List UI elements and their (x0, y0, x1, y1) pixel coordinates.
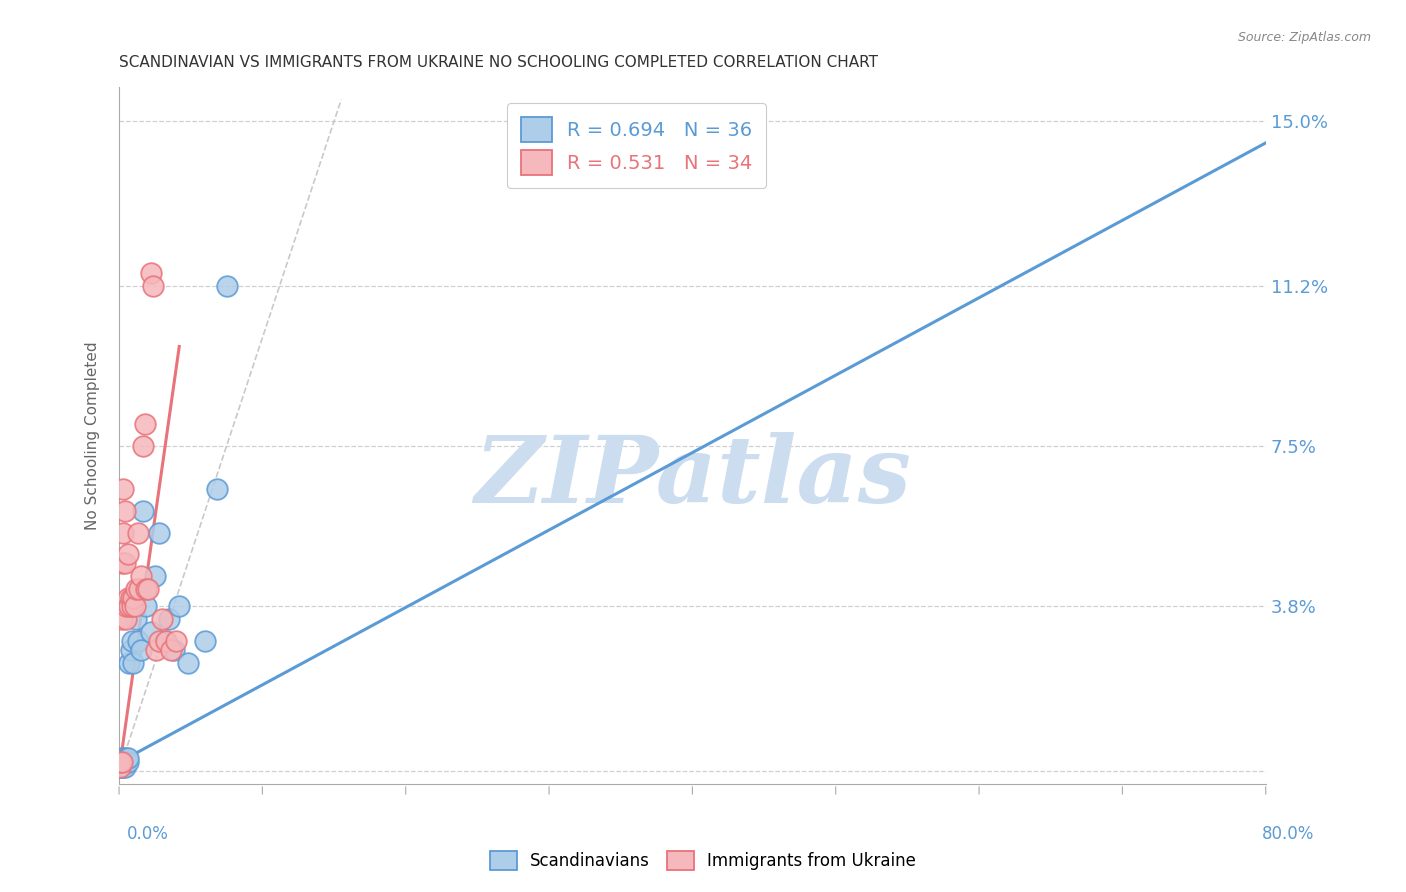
Point (139, 625, 162, 640)
Point (114, 504, 136, 518)
Y-axis label: No Schooling Completed: No Schooling Completed (86, 341, 100, 530)
Point (118, 599, 141, 614)
Point (121, 599, 143, 614)
Point (153, 634, 176, 648)
Point (110, 756, 132, 770)
Legend: R = 0.694   N = 36, R = 0.531   N = 34: R = 0.694 N = 36, R = 0.531 N = 34 (508, 103, 766, 188)
Point (142, 278, 165, 293)
Point (115, 751, 138, 765)
Point (117, 591, 139, 605)
Point (122, 591, 145, 605)
Point (148, 634, 170, 648)
Point (120, 642, 142, 657)
Point (150, 612, 173, 626)
Point (134, 417, 156, 432)
Point (159, 642, 181, 657)
Point (115, 612, 138, 626)
Point (205, 483, 228, 497)
Point (110, 759, 132, 773)
Text: SCANDINAVIAN VS IMMIGRANTS FROM UKRAINE NO SCHOOLING COMPLETED CORRELATION CHART: SCANDINAVIAN VS IMMIGRANTS FROM UKRAINE … (120, 55, 879, 70)
Point (136, 582, 159, 596)
Point (135, 599, 157, 614)
Text: 0.0%: 0.0% (127, 825, 169, 843)
Point (145, 642, 167, 657)
Point (157, 612, 180, 626)
Point (128, 582, 150, 596)
Point (111, 759, 134, 773)
Point (120, 591, 142, 605)
Point (194, 634, 217, 648)
Point (114, 759, 136, 773)
Point (110, 759, 132, 773)
Point (129, 642, 152, 657)
Point (177, 656, 200, 670)
Point (118, 656, 141, 670)
Point (127, 525, 149, 540)
Point (122, 656, 145, 670)
Point (114, 556, 136, 570)
Point (132, 439, 155, 453)
Point (162, 642, 184, 657)
Point (127, 634, 149, 648)
Point (132, 504, 155, 518)
Point (167, 599, 190, 614)
Point (124, 599, 146, 614)
Point (135, 582, 157, 596)
Point (139, 266, 162, 280)
Point (112, 756, 135, 770)
Point (117, 751, 139, 765)
Point (110, 756, 132, 770)
Point (111, 612, 134, 626)
Point (125, 582, 148, 596)
Point (111, 756, 134, 770)
Point (110, 759, 132, 773)
Point (111, 556, 134, 570)
Point (125, 612, 148, 626)
Point (155, 634, 177, 648)
Point (129, 569, 152, 583)
Text: ZIPatlas: ZIPatlas (474, 432, 911, 522)
Point (215, 278, 238, 293)
Point (114, 756, 136, 770)
Point (111, 751, 134, 765)
Point (112, 751, 135, 765)
Point (112, 483, 135, 497)
Point (112, 525, 135, 540)
Text: 80.0%: 80.0% (1263, 825, 1315, 843)
Point (143, 569, 166, 583)
Point (115, 599, 138, 614)
Point (121, 634, 143, 648)
Point (115, 756, 138, 770)
Legend: Scandinavians, Immigrants from Ukraine: Scandinavians, Immigrants from Ukraine (484, 844, 922, 877)
Point (111, 756, 134, 770)
Point (111, 756, 134, 770)
Point (165, 634, 187, 648)
Point (117, 756, 139, 770)
Point (117, 547, 139, 561)
Point (148, 525, 170, 540)
Text: Source: ZipAtlas.com: Source: ZipAtlas.com (1237, 31, 1371, 45)
Point (112, 759, 135, 773)
